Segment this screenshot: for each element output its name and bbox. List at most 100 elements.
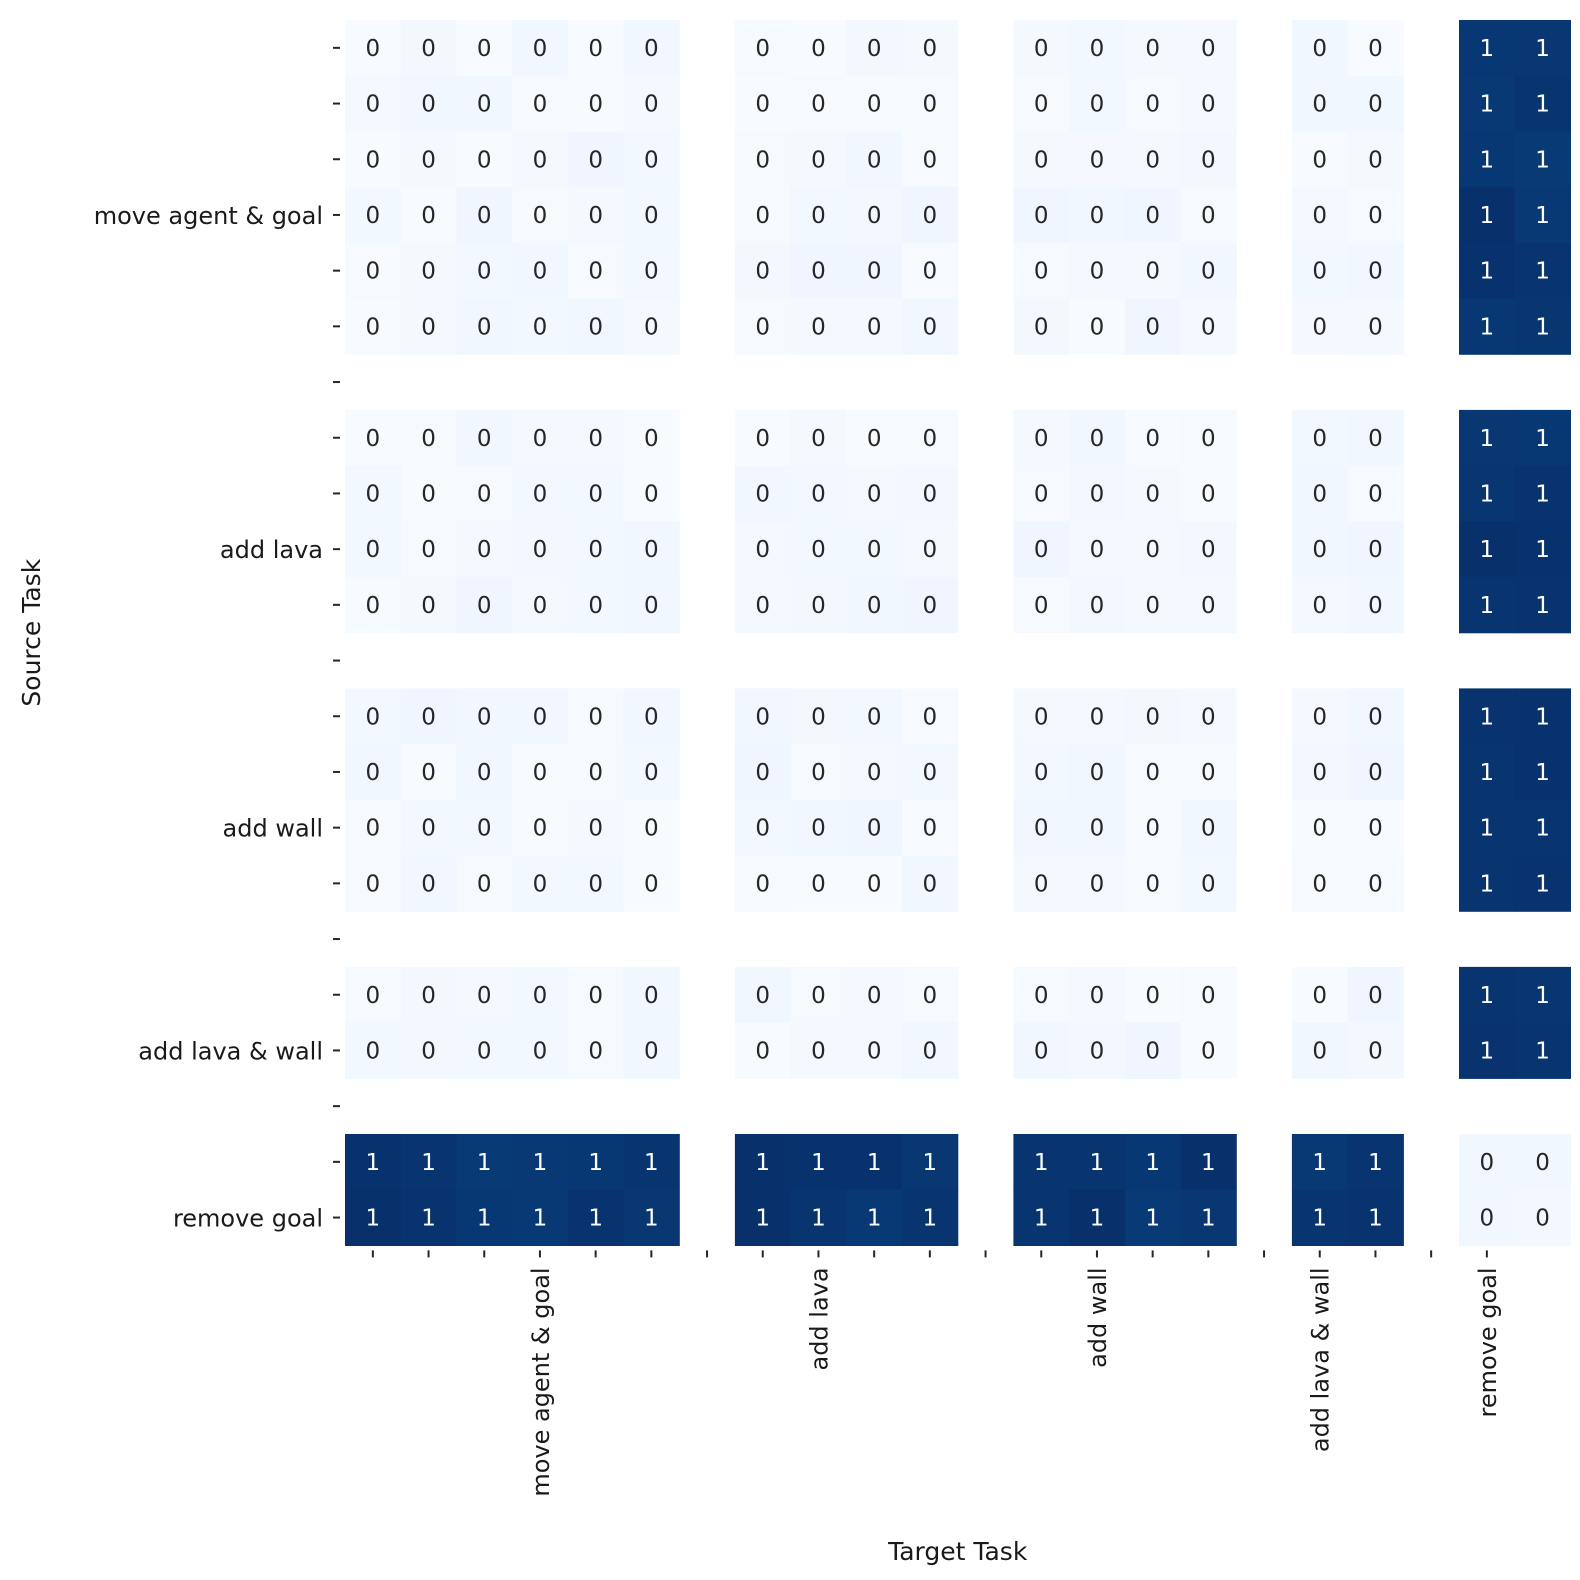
cell-value-label: 0 [644, 537, 659, 563]
heatmap-cell [1291, 1189, 1349, 1246]
heatmap-cell [456, 521, 513, 578]
cell-value-label: 0 [1201, 537, 1216, 563]
heatmap-cell [1291, 799, 1349, 857]
heatmap-cell [734, 1134, 792, 1191]
heatmap-cell [734, 465, 792, 522]
heatmap-cell [345, 1022, 402, 1079]
cell-value-label: 1 [644, 1206, 659, 1232]
cell-value-label: 1 [1368, 1206, 1383, 1232]
cell-value-label: 0 [1034, 481, 1049, 507]
cell-value-label: 0 [755, 481, 770, 507]
cell-value-label: 0 [923, 760, 938, 786]
cell-value-label: 0 [1201, 983, 1216, 1009]
cell-value-label: 0 [1312, 816, 1327, 842]
cell-value-label: 0 [421, 203, 436, 229]
cell-value-label: 0 [533, 481, 548, 507]
cell-value-label: 0 [1312, 593, 1327, 619]
cell-value-label: 0 [755, 537, 770, 563]
heatmap-cell [1180, 298, 1237, 355]
cell-value-label: 0 [477, 983, 492, 1009]
cell-value-label: 0 [1201, 1038, 1216, 1064]
cell-value-label: 0 [755, 203, 770, 229]
heatmap-cell [1459, 799, 1516, 857]
cell-value-label: 0 [477, 36, 492, 62]
cell-value-label: 0 [588, 983, 603, 1009]
cell-value-label: 0 [923, 593, 938, 619]
heatmap-cell [1069, 966, 1126, 1024]
cell-value-label: 0 [477, 593, 492, 619]
heatmap-cell [567, 577, 625, 634]
cell-value-label: 1 [811, 1150, 826, 1176]
heatmap-cell [1069, 465, 1126, 522]
heatmap-cell [1459, 20, 1516, 77]
cell-value-label: 0 [1090, 426, 1105, 452]
heatmap-cell [345, 298, 402, 355]
heatmap-cell [790, 409, 847, 467]
cell-value-label: 1 [1201, 1150, 1216, 1176]
heatmap-cell [345, 465, 402, 522]
heatmap-cell [1013, 688, 1070, 745]
heatmap-cell [345, 75, 402, 132]
cell-value-label: 0 [1201, 259, 1216, 285]
heatmap-cell [790, 131, 847, 188]
heatmap-cell [1291, 465, 1349, 522]
cell-value-label: 1 [1535, 92, 1550, 118]
cell-value-label: 0 [588, 760, 603, 786]
heatmap-cell [1180, 20, 1237, 77]
heatmap-cell [1124, 242, 1182, 300]
cell-value-label: 1 [1480, 36, 1495, 62]
heatmap-cell [345, 855, 402, 912]
cell-value-label: 1 [1480, 147, 1495, 173]
heatmap-cell [790, 1189, 847, 1246]
cell-value-label: 0 [366, 760, 381, 786]
heatmap-cell [1459, 1022, 1516, 1079]
heatmap-cell [846, 799, 903, 857]
cell-value-label: 0 [1034, 36, 1049, 62]
cell-value-label: 1 [1201, 1206, 1216, 1232]
cell-value-label: 1 [1480, 704, 1495, 730]
heatmap-cell [1013, 298, 1070, 355]
x-tick-label: move agent & goal [527, 1267, 555, 1496]
heatmap-cell [400, 187, 457, 244]
heatmap-cell [1124, 131, 1182, 188]
cell-value-label: 0 [867, 983, 882, 1009]
cell-value-label: 0 [533, 816, 548, 842]
cell-value-label: 0 [421, 871, 436, 897]
heatmap-cell [512, 20, 569, 77]
heatmap-cell [567, 1022, 625, 1079]
cell-value-label: 0 [366, 983, 381, 1009]
heatmap-cell [734, 577, 792, 634]
heatmap-cell [734, 1022, 792, 1079]
cell-value-label: 1 [867, 1206, 882, 1232]
heatmap-cell [1347, 521, 1404, 578]
heatmap-cell [623, 799, 680, 857]
heatmap-cell [1180, 855, 1237, 912]
cell-value-label: 1 [1034, 1150, 1049, 1176]
cell-value-label: 0 [1312, 760, 1327, 786]
cell-value-label: 1 [644, 1150, 659, 1176]
cell-value-label: 1 [1535, 816, 1550, 842]
heatmap-cell [902, 298, 959, 355]
cell-value-label: 0 [1312, 92, 1327, 118]
heatmap-cell [400, 409, 457, 467]
cell-value-label: 0 [1201, 36, 1216, 62]
cell-value-label: 0 [867, 481, 882, 507]
cell-value-label: 0 [1090, 871, 1105, 897]
cell-value-label: 0 [1201, 92, 1216, 118]
heatmap-cell [345, 187, 402, 244]
heatmap-cell [623, 409, 680, 467]
cell-value-label: 1 [1480, 203, 1495, 229]
cell-value-label: 0 [533, 871, 548, 897]
heatmap-cell [345, 799, 402, 857]
cell-value-label: 0 [1368, 426, 1383, 452]
heatmap-cell [512, 1022, 569, 1079]
heatmap-cell [456, 1022, 513, 1079]
heatmap-cell [1514, 242, 1571, 300]
heatmap-cell [1459, 1189, 1516, 1246]
cell-value-label: 0 [366, 481, 381, 507]
heatmap-cell [1514, 1022, 1571, 1079]
cell-value-label: 0 [1368, 1038, 1383, 1064]
heatmap-cell [790, 75, 847, 132]
cell-value-label: 0 [811, 481, 826, 507]
cell-value-label: 1 [1535, 593, 1550, 619]
